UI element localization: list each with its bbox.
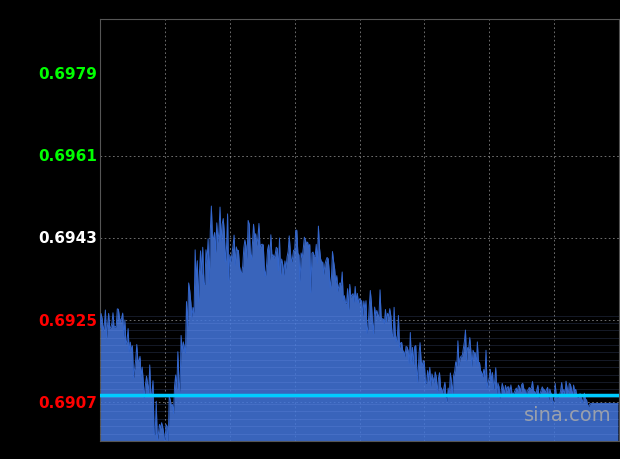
Text: 0.6979: 0.6979: [38, 67, 97, 82]
Text: 0.6925: 0.6925: [38, 313, 97, 328]
Text: 0.6961: 0.6961: [38, 149, 97, 164]
Text: 0.6943: 0.6943: [38, 231, 97, 246]
Text: sina.com: sina.com: [523, 405, 611, 424]
Text: 0.6907: 0.6907: [38, 395, 97, 410]
